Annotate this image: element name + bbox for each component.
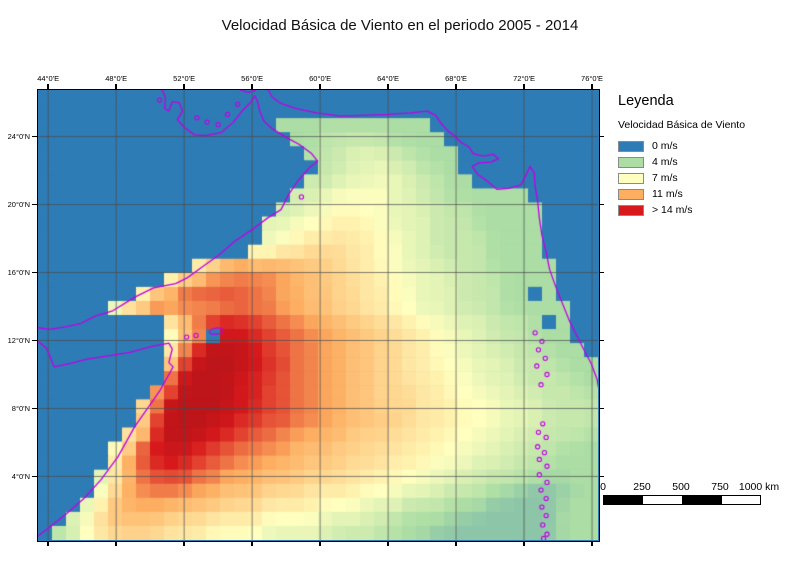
lon-tick-mark-bottom bbox=[319, 541, 321, 546]
lon-tick-mark-bottom bbox=[47, 541, 49, 546]
lon-tick-label: 48°0'E bbox=[105, 74, 128, 83]
lon-tick-mark-top bbox=[523, 84, 525, 89]
legend-item-label: 7 m/s bbox=[652, 172, 678, 184]
map-frame bbox=[37, 89, 600, 542]
legend-title: Leyenda bbox=[618, 93, 674, 109]
lon-tick-mark-top bbox=[319, 84, 321, 89]
lat-tick-label: 4°0'N bbox=[11, 471, 30, 481]
scalebar: 0 250 500 750 1000 km bbox=[600, 481, 793, 505]
scalebar-labels: 0 250 500 750 1000 km bbox=[600, 481, 793, 495]
lat-tick-mark-left bbox=[32, 203, 37, 206]
lat-tick-mark-right bbox=[599, 407, 604, 410]
scalebar-segment bbox=[604, 496, 643, 504]
legend-item-label: 4 m/s bbox=[652, 156, 678, 168]
lon-tick-label: 44°0'E bbox=[37, 74, 60, 83]
lon-tick-mark-bottom bbox=[115, 541, 117, 546]
lat-tick-label: 20°0'N bbox=[7, 200, 30, 210]
lon-tick-mark-top bbox=[183, 84, 185, 89]
lat-tick-mark-left bbox=[32, 407, 37, 410]
lon-tick-label: 52°0'E bbox=[173, 74, 196, 83]
lon-tick-mark-bottom bbox=[251, 541, 253, 546]
legend-item: 11 m/s bbox=[618, 186, 798, 202]
page-title: Velocidad Básica de Viento en el periodo… bbox=[221, 17, 579, 34]
scalebar-label: 1000 km bbox=[738, 481, 780, 493]
legend-item: 0 m/s bbox=[618, 138, 798, 154]
scalebar-label: 500 bbox=[672, 481, 690, 493]
lat-tick-mark-left bbox=[32, 271, 37, 274]
lat-tick-mark-left bbox=[32, 339, 37, 342]
scalebar-segment bbox=[681, 496, 721, 504]
lat-tick-mark-right bbox=[599, 475, 604, 478]
legend-items: 0 m/s 4 m/s 7 m/s 11 m/s > 14 m/s bbox=[618, 138, 798, 218]
lon-tick-mark-bottom bbox=[387, 541, 389, 546]
lat-tick-mark-left bbox=[32, 475, 37, 478]
legend-swatch bbox=[618, 156, 644, 168]
lat-tick-label: 8°0'N bbox=[11, 403, 30, 413]
lon-tick-mark-top bbox=[387, 84, 389, 89]
lon-tick-mark-top bbox=[251, 84, 253, 89]
lat-tick-mark-right bbox=[599, 271, 604, 274]
lon-tick-label: 56°0'E bbox=[241, 74, 264, 83]
lon-tick-label: 60°0'E bbox=[309, 74, 332, 83]
lon-tick-mark-bottom bbox=[455, 541, 457, 546]
lon-tick-mark-bottom bbox=[523, 541, 525, 546]
lat-tick-mark-right bbox=[599, 135, 604, 138]
lon-tick-mark-bottom bbox=[183, 541, 185, 546]
scalebar-label: 0 bbox=[600, 481, 606, 493]
lat-tick-label: 16°0'N bbox=[7, 268, 30, 278]
lon-tick-label: 72°0'E bbox=[513, 74, 536, 83]
legend-item: 7 m/s bbox=[618, 170, 798, 186]
lat-tick-mark-right bbox=[599, 203, 604, 206]
lon-tick-label: 64°0'E bbox=[377, 74, 400, 83]
lon-tick-label: 76°0'E bbox=[581, 74, 604, 83]
scalebar-segment bbox=[720, 496, 760, 504]
lon-tick-mark-top bbox=[455, 84, 457, 89]
legend-swatch bbox=[618, 172, 644, 184]
lat-tick-label: 12°0'N bbox=[7, 336, 30, 345]
scalebar-label: 750 bbox=[711, 481, 729, 493]
legend-swatch bbox=[618, 188, 644, 200]
legend-item: > 14 m/s bbox=[618, 202, 798, 218]
lat-tick-label: 24°0'N bbox=[7, 132, 30, 142]
scalebar-segment bbox=[642, 496, 682, 504]
scalebar-label: 250 bbox=[633, 481, 651, 493]
legend-layer-title: Velocidad Básica de Viento bbox=[618, 119, 746, 131]
scalebar-bar bbox=[603, 495, 761, 505]
lat-tick-mark-left bbox=[32, 135, 37, 138]
lat-tick-mark-right bbox=[599, 339, 604, 342]
lon-tick-mark-top bbox=[47, 84, 49, 89]
legend-item-label: 0 m/s bbox=[652, 140, 678, 152]
legend-swatch bbox=[618, 204, 644, 216]
legend-swatch bbox=[618, 140, 644, 152]
lon-tick-mark-top bbox=[591, 84, 593, 89]
legend-item-label: 11 m/s bbox=[652, 188, 683, 200]
legend-item-label: > 14 m/s bbox=[652, 204, 693, 216]
lon-tick-mark-top bbox=[115, 84, 117, 89]
map-canvas bbox=[38, 90, 598, 540]
lon-tick-label: 68°0'E bbox=[445, 74, 468, 83]
legend-item: 4 m/s bbox=[618, 154, 798, 170]
lon-tick-mark-bottom bbox=[591, 541, 593, 546]
legend: Leyenda Velocidad Básica de Viento 0 m/s… bbox=[618, 93, 798, 218]
